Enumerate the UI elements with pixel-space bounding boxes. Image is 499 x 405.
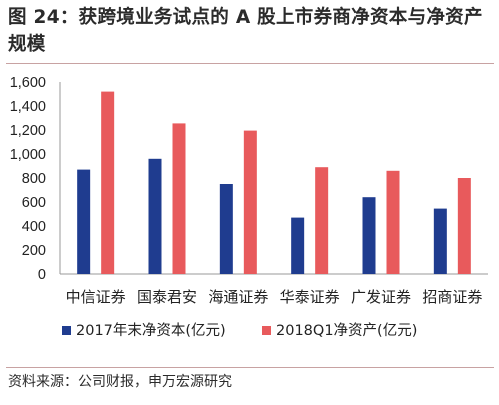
legend-label: 2018Q1净资产(亿元) xyxy=(276,322,417,339)
x-tick-label: 中信证券 xyxy=(66,288,126,306)
bar-net-capital xyxy=(433,208,447,274)
y-tick-label: 400 xyxy=(22,219,46,235)
bar-net-assets xyxy=(172,123,186,275)
y-tick-label: 1,200 xyxy=(10,123,46,139)
x-tick-label: 国泰君安 xyxy=(137,288,197,306)
chart-title: 图 24：获跨境业务试点的 A 股上市券商净资本与净资产规模 xyxy=(8,7,483,55)
y-tick-label: 200 xyxy=(22,243,46,259)
legend-label: 2017年末净资本(亿元) xyxy=(76,322,226,339)
y-tick-label: 600 xyxy=(22,195,46,211)
source-divider xyxy=(6,367,494,368)
bar-net-capital xyxy=(77,169,91,274)
y-tick-label: 0 xyxy=(38,267,46,283)
y-tick-label: 1,600 xyxy=(10,75,46,91)
title-divider xyxy=(6,63,494,64)
bar-net-assets xyxy=(243,130,257,274)
bar-net-capital xyxy=(362,197,376,274)
x-tick-label: 华泰证券 xyxy=(280,288,340,306)
y-tick-label: 800 xyxy=(22,171,46,187)
bar-net-assets xyxy=(101,91,115,274)
bar-net-capital xyxy=(291,217,305,274)
source-note: 资料来源：公司财报，申万宏源研究 xyxy=(8,374,232,390)
bar-net-capital xyxy=(148,158,162,274)
x-tick-label: 招商证券 xyxy=(422,288,482,306)
legend-swatch xyxy=(262,326,271,335)
x-tick-label: 广发证券 xyxy=(351,288,411,306)
bar-net-capital xyxy=(219,184,233,274)
y-tick-label: 1,400 xyxy=(10,99,46,115)
bar-net-assets xyxy=(457,178,471,274)
legend-swatch xyxy=(62,326,71,335)
x-tick-label: 海通证券 xyxy=(208,288,268,306)
y-tick-label: 1,000 xyxy=(10,147,46,163)
bar-net-assets xyxy=(386,170,400,274)
bar-net-assets xyxy=(315,167,329,274)
